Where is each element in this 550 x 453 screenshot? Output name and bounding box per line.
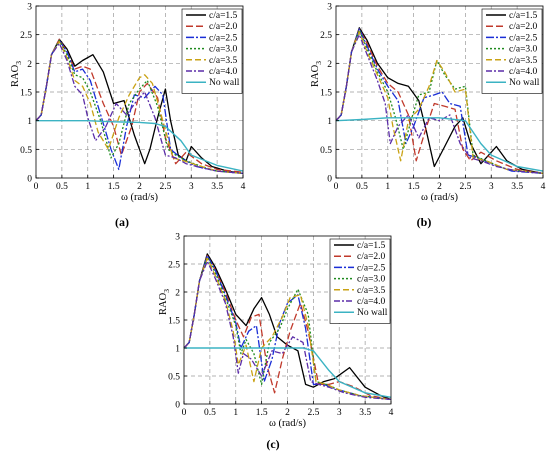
x-tick-label: 1 xyxy=(85,182,90,192)
legend-entry: No wall xyxy=(209,78,240,88)
y-tick-label: 0 xyxy=(27,175,32,185)
y-axis-label: RAO3 xyxy=(158,289,171,315)
x-tick-label: 2 xyxy=(137,182,142,192)
legend-entry: c/a=2.0 xyxy=(509,22,538,32)
legend-entry: c/a=2.5 xyxy=(357,263,386,273)
series-line-2 xyxy=(183,254,392,401)
y-tick-label: 3 xyxy=(27,3,32,13)
x-axis-label: ω (rad/s) xyxy=(421,192,458,203)
y-tick-label: 0.5 xyxy=(320,146,332,156)
panel-label: (a) xyxy=(115,215,129,229)
x-tick-label: 0 xyxy=(34,182,39,192)
legend: c/a=1.5c/a=2.0c/a=2.5 c/a=3.0c/a=3.5c/a=4… xyxy=(181,8,243,94)
series-line-7 xyxy=(335,117,544,172)
chart-panel-3: 0 0.5 1 1.5 2 2.5 3 3.5 4 0 0.5 1 1.5 2 2.5 3 ω (rad/s) R… xyxy=(158,233,394,452)
legend-entry: c/a=2.5 xyxy=(509,33,538,43)
y-axis-label: RAO3 xyxy=(310,61,323,87)
y-axis-label: RAO3 xyxy=(10,61,23,87)
y-tick-label: 0.5 xyxy=(20,146,32,156)
x-tick-label: 1.5 xyxy=(408,182,420,192)
legend: c/a=1.5c/a=2.0c/a=2.5 c/a=3.0c/a=3.5c/a=4… xyxy=(481,8,543,94)
y-tick-label: 1.5 xyxy=(168,317,180,327)
series-line-6 xyxy=(35,42,244,175)
series-line-3 xyxy=(335,28,544,175)
legend-entry: No wall xyxy=(357,308,388,318)
x-tick-label: 0.5 xyxy=(356,182,368,192)
legend-box xyxy=(481,8,543,94)
y-tick-label: 2 xyxy=(175,289,180,299)
y-tick-label: 0 xyxy=(175,401,180,411)
x-tick-label: 0.5 xyxy=(204,408,216,418)
legend-entry: c/a=3.5 xyxy=(209,56,238,66)
y-tick-label: 2.5 xyxy=(20,31,32,41)
legend-entry: c/a=3.0 xyxy=(357,275,386,285)
y-tick-label: 2.5 xyxy=(320,31,332,41)
y-tick-label: 0 xyxy=(327,175,332,185)
x-tick-label: 4 xyxy=(541,182,546,192)
x-tick-label: 0 xyxy=(334,182,339,192)
x-tick-label: 3 xyxy=(337,408,342,418)
series-line-6 xyxy=(183,260,392,401)
x-tick-label: 0.5 xyxy=(56,182,68,192)
y-tick-label: 1.5 xyxy=(20,89,32,99)
legend-entry: c/a=1.5 xyxy=(509,11,538,21)
x-axis-label: ω (rad/s) xyxy=(121,192,158,203)
x-tick-label: 3.5 xyxy=(511,182,523,192)
legend-entry: c/a=3.0 xyxy=(509,45,538,55)
legend-box xyxy=(181,8,243,94)
y-tick-label: 1.5 xyxy=(320,89,332,99)
y-tick-label: 1 xyxy=(27,117,32,127)
y-tick-label: 1 xyxy=(327,117,332,127)
chart-panel-1: 0 0.5 1 1.5 2 2.5 3 3.5 4 0 0.5 1 1.5 2 2.5 3 ω (rad/s) R… xyxy=(10,3,246,230)
x-tick-label: 3.5 xyxy=(211,182,223,192)
series-line-2 xyxy=(35,38,244,173)
y-tick-label: 3 xyxy=(327,3,332,13)
y-tick-label: 2.5 xyxy=(168,261,180,271)
series-line-2 xyxy=(335,28,544,175)
x-tick-label: 2 xyxy=(437,182,442,192)
y-tick-label: 2 xyxy=(327,60,332,70)
y-tick-label: 1 xyxy=(175,345,180,355)
legend-entry: c/a=3.5 xyxy=(509,56,538,66)
series-line-7 xyxy=(36,119,244,172)
series-line-6 xyxy=(335,34,544,175)
legend-entry: No wall xyxy=(509,78,540,88)
x-axis-label: ω (rad/s) xyxy=(269,418,306,429)
legend-entry: c/a=3.5 xyxy=(357,286,386,296)
x-tick-label: 2.5 xyxy=(459,182,471,192)
x-tick-label: 2.5 xyxy=(159,182,171,192)
panel-label: (b) xyxy=(417,215,432,229)
x-tick-label: 1 xyxy=(385,182,390,192)
x-tick-label: 0 xyxy=(182,408,187,418)
x-tick-label: 1.5 xyxy=(108,182,120,192)
x-tick-label: 3 xyxy=(489,182,494,192)
legend-entry: c/a=3.0 xyxy=(209,45,238,55)
x-tick-label: 3 xyxy=(189,182,194,192)
legend-entry: c/a=1.5 xyxy=(357,241,386,251)
y-tick-label: 0.5 xyxy=(168,373,180,383)
x-tick-label: 2 xyxy=(285,408,290,418)
chart-panel-2: 0 0.5 1 1.5 2 2.5 3 3.5 4 0 0.5 1 1.5 2 2.5 3 ω (rad/s) R… xyxy=(310,3,546,230)
y-tick-label: 3 xyxy=(175,233,180,243)
x-tick-label: 1.5 xyxy=(256,408,268,418)
panel-label: (c) xyxy=(266,437,279,451)
legend-entry: c/a=2.0 xyxy=(357,252,386,262)
legend: c/a=1.5c/a=2.0c/a=2.5 c/a=3.0c/a=3.5c/a=4… xyxy=(329,238,391,324)
x-tick-label: 3.5 xyxy=(359,408,371,418)
legend-box xyxy=(329,238,391,324)
series-line-5 xyxy=(335,31,544,175)
legend-entry: c/a=2.0 xyxy=(209,22,238,32)
legend-entry: c/a=4.0 xyxy=(357,297,386,307)
x-tick-label: 1 xyxy=(233,408,238,418)
x-tick-label: 4 xyxy=(241,182,246,192)
legend-entry: c/a=1.5 xyxy=(209,11,238,21)
legend-entry: c/a=2.5 xyxy=(209,33,238,43)
legend-entry: c/a=4.0 xyxy=(209,67,238,77)
legend-entry: c/a=4.0 xyxy=(509,67,538,77)
x-tick-label: 2.5 xyxy=(307,408,319,418)
x-tick-label: 4 xyxy=(389,408,394,418)
series-line-7 xyxy=(184,347,392,398)
y-tick-label: 2 xyxy=(27,60,32,70)
